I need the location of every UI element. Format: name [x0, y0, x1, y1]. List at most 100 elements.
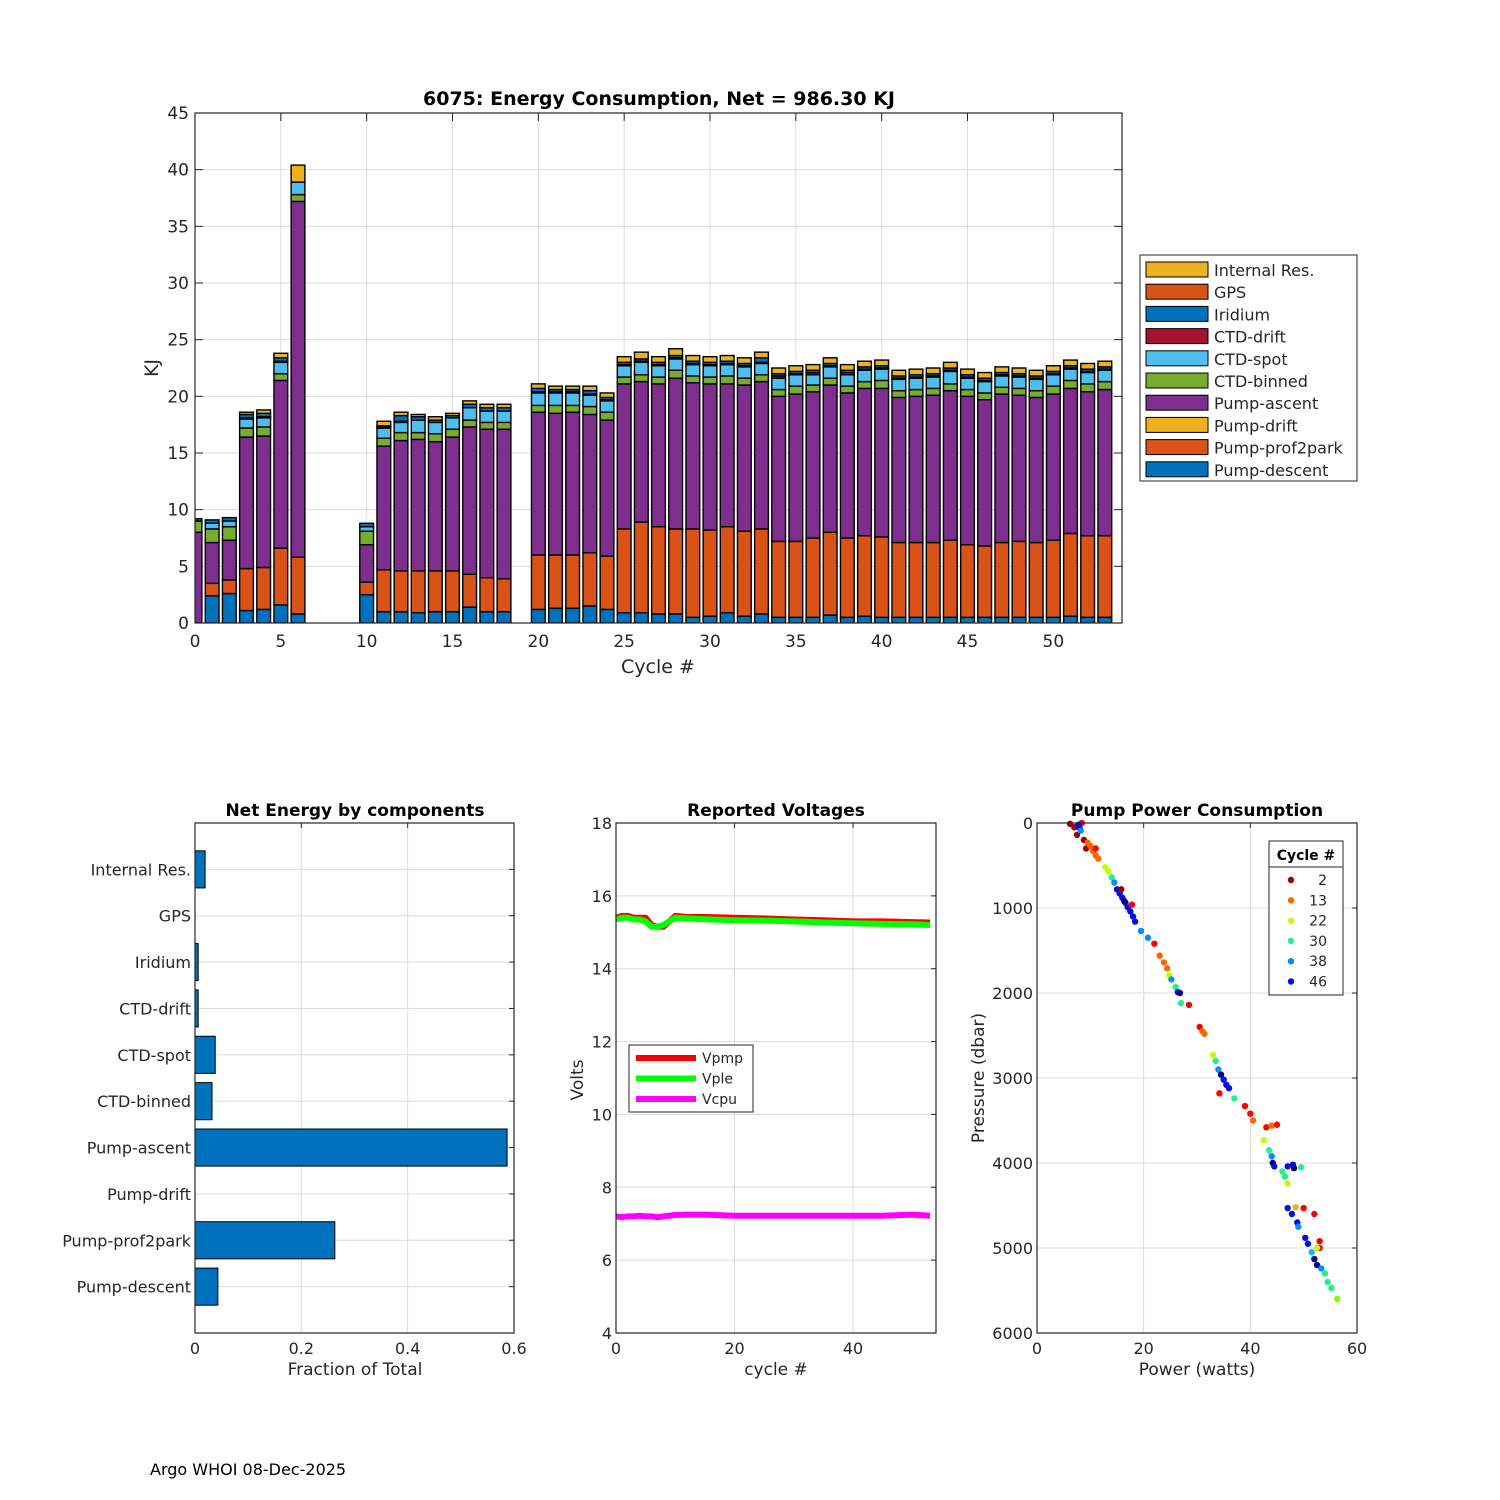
- bar-segment-pump-descent: [256, 608, 272, 623]
- bar-segment-ctd-binned: [650, 376, 667, 385]
- bar-segment-pump-ascent: [530, 411, 546, 556]
- bar-segment-ctd-binned: [839, 385, 855, 394]
- bar-segment-pump-ascent: [771, 395, 787, 543]
- bar-segment-ctd-spot: [582, 394, 598, 408]
- scatter-point: [1288, 1210, 1296, 1218]
- bar-segment-ctd-binned: [496, 421, 512, 430]
- bar-segment-ctd-spot: [376, 427, 392, 439]
- bar-segment-ctd-binned: [668, 369, 684, 379]
- bar-segment-ctd-spot: [822, 366, 838, 379]
- x-tick-label: 0.4: [395, 1339, 420, 1358]
- legend-marker: [1287, 897, 1295, 904]
- legend-marker: [1287, 937, 1295, 945]
- bar-segment-pump-ascent: [256, 435, 272, 569]
- bar-segment-pump-ascent: [1045, 393, 1061, 541]
- scatter-point: [1284, 1180, 1291, 1187]
- y-tick-label: 2000: [992, 984, 1033, 1003]
- bar-segment-pump-ascent: [822, 384, 838, 534]
- bar-segment-pump-prof2park: [994, 541, 1010, 619]
- bar-segment-pump-ascent: [874, 387, 890, 538]
- scatter-point: [1271, 1163, 1278, 1170]
- scatter-point: [1108, 874, 1115, 881]
- bar-segment-internal-res-: [959, 368, 976, 376]
- bar-segment-ctd-spot: [1080, 371, 1096, 385]
- bar-segment-pump-descent: [238, 609, 255, 623]
- scatter-point: [1321, 1270, 1329, 1277]
- axes-box: [194, 822, 515, 1334]
- bars: [194, 850, 508, 1306]
- scatter-point: [1263, 1124, 1270, 1131]
- bar-segment-ctd-binned: [290, 193, 306, 203]
- bar-segment-pump-prof2park: [599, 555, 615, 611]
- bar-segment-ctd-spot: [496, 410, 512, 424]
- bar-segment-ctd-binned: [616, 376, 632, 385]
- legend-marker: [1287, 958, 1295, 965]
- bar-segment-ctd-spot: [977, 380, 993, 394]
- legend-label: Vple: [702, 1072, 733, 1088]
- legend: Internal Res. GPS Iridium CTD-drift CTD-spot…: [1139, 254, 1358, 482]
- bar-segment-pump-ascent: [427, 440, 443, 572]
- bar-segment-ctd-spot: [702, 365, 718, 378]
- scatter-point: [1073, 831, 1081, 839]
- legend-box: [1268, 840, 1344, 996]
- bar-segment-pump-descent: [977, 616, 993, 623]
- bar-segment-pump-descent: [1097, 616, 1113, 623]
- x-tick-label: 20: [528, 632, 550, 652]
- bar-segment-internal-res-: [1062, 359, 1079, 367]
- bar-segment-pump-ascent: [1062, 387, 1079, 535]
- points: [1066, 819, 1341, 1303]
- scatter-point: [1281, 1173, 1289, 1180]
- legend-label: 46: [1309, 975, 1327, 991]
- legend-swatch: [1145, 261, 1209, 278]
- bar-segment-internal-res-: [633, 351, 649, 360]
- bar-segment-pump-ascent: [582, 413, 598, 554]
- bar-segment-pump-descent: [616, 612, 632, 623]
- bar-segment-pump-ascent: [238, 436, 255, 570]
- bar-segment-pump-ascent: [1097, 388, 1113, 537]
- scatter-point: [1105, 868, 1112, 875]
- chart-title: Reported Voltages: [687, 801, 865, 821]
- bar-segment-ctd-binned: [582, 405, 598, 416]
- scatter-point: [1231, 1095, 1238, 1102]
- bar-ctd-binned: [194, 1082, 213, 1121]
- bar-segment-pump-prof2park: [788, 540, 804, 619]
- bar-segment-ctd-spot: [290, 181, 306, 196]
- bar-segment-ctd-binned: [444, 428, 461, 438]
- bar-segment-internal-res-: [290, 164, 306, 183]
- bar-segment-internal-res-: [925, 367, 941, 375]
- scatter-point: [1168, 976, 1175, 983]
- bar-segment-internal-res-: [1045, 365, 1061, 373]
- legend: Vpmp Vple Vcpu: [628, 1044, 754, 1113]
- bar-segment-pump-descent: [1045, 616, 1061, 623]
- bar-segment-pump-descent: [204, 595, 220, 623]
- bar-segment-ctd-spot: [771, 377, 787, 391]
- bar-segment-pump-prof2park: [822, 531, 838, 616]
- bar-segment-pump-prof2park: [1080, 535, 1096, 619]
- x-tick-label: 5: [275, 632, 286, 652]
- y-tick-label: 0: [178, 614, 189, 634]
- bar-segment-internal-res-: [736, 357, 752, 365]
- scatter-point: [1156, 952, 1163, 959]
- scatter-point: [1247, 1110, 1254, 1117]
- bar-segment-pump-ascent: [547, 412, 564, 556]
- bar-segment-pump-descent: [891, 616, 907, 623]
- bar-segment-pump-prof2park: [1062, 532, 1079, 617]
- scatter-point: [1302, 1234, 1309, 1242]
- bar-segment-ctd-spot: [530, 392, 546, 407]
- bar-segment-ctd-spot: [599, 400, 615, 413]
- bar-segment-pump-descent: [839, 616, 855, 623]
- x-tick-label: 40: [1240, 1339, 1260, 1358]
- y-tick-label: CTD-binned: [97, 1092, 191, 1111]
- net-energy-components-chart: 0 0.2 0.4 0.6 Internal Res. GPS Iridium CTD-dri…: [62, 801, 527, 1380]
- bar-segment-iridium: [221, 516, 237, 522]
- bar-segment-pump-ascent: [393, 439, 409, 572]
- bar-segment-pump-prof2park: [616, 528, 632, 614]
- bar-segment-pump-ascent: [616, 383, 632, 530]
- bar-segment-iridium: [204, 519, 220, 524]
- bar-stacks: [195, 164, 1113, 623]
- bar-segment-pump-descent: [582, 605, 598, 623]
- bar-segment-pump-ascent: [462, 426, 478, 575]
- bar-segment-pump-ascent: [839, 392, 855, 539]
- bar-segment-ctd-spot: [444, 417, 461, 430]
